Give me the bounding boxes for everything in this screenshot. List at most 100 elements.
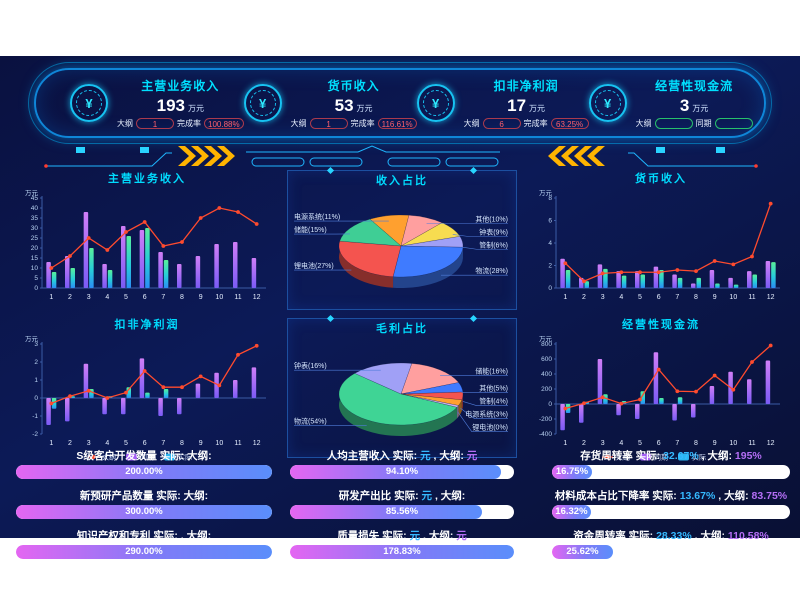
progress-item: 研发产出比 实际: 元 , 大纲: 85.56% <box>290 488 514 519</box>
kpi-rate-pill: 63.25% <box>550 118 589 129</box>
svg-text:4: 4 <box>105 440 109 447</box>
svg-text:5: 5 <box>638 294 642 301</box>
svg-text:40: 40 <box>31 205 39 212</box>
svg-text:9: 9 <box>199 440 203 447</box>
progress-fill <box>16 465 272 479</box>
svg-text:实际: 实际 <box>692 453 706 462</box>
progress-value: 300.00% <box>125 506 163 517</box>
progress-title: 人均主营收入 实际: 元 , 大纲: 元 <box>326 450 478 462</box>
kpi-target-pill: 1 <box>309 118 348 129</box>
column-middle-pies: 收入占比 电源系统(11%) 储能(15%) 锂电池(27%) 其他(10%) 钟表(9%… <box>287 166 517 466</box>
progress-title: 材料成本占比下降率 实际: 13.67% , 大纲: 83.75% <box>554 490 788 502</box>
progress-bar: 200.00% <box>16 465 272 479</box>
svg-text:2: 2 <box>34 359 38 366</box>
progress-bar: 94.10% <box>290 465 514 479</box>
kpi-target-pill: 6 <box>482 118 521 129</box>
chevrons-right-icon <box>178 146 235 166</box>
kpi-meta-label: 大纲 <box>635 119 652 128</box>
svg-text:0: 0 <box>548 401 552 408</box>
svg-text:5: 5 <box>124 440 128 447</box>
svg-text:2: 2 <box>68 440 72 447</box>
chart-main-income: 主营业务收入 万元 0 5 10 15 20 25 30 35 40 45 1 2 3 4 5 6 7 8 9 10 11 1… <box>14 172 280 318</box>
svg-text:8: 8 <box>180 294 184 301</box>
pie-label: 物流(28%) <box>475 266 508 275</box>
svg-text:3: 3 <box>87 440 91 447</box>
svg-text:8: 8 <box>694 440 698 447</box>
pie-label: 电源系统(3%) <box>465 410 508 419</box>
progress-value: 16.75% <box>555 466 589 477</box>
chevrons-left-icon <box>548 146 605 166</box>
pie-canvas-income-pie: 电源系统(11%) 储能(15%) 锂电池(27%) 其他(10%) 钟表(9%) 管制(… <box>294 212 508 288</box>
progress-fill <box>16 505 272 519</box>
pie-label: 管制(4%) <box>479 397 508 406</box>
svg-text:10: 10 <box>31 265 39 272</box>
progress-value: 178.83% <box>383 546 421 557</box>
svg-text:同期: 同期 <box>140 454 154 462</box>
progress-item: 资金周转率 实际: 28.33% , 大纲: 110.58% 25.62% <box>552 528 790 559</box>
progress-value: 25.62% <box>566 546 599 557</box>
panel-gross-pie: 毛利占比 钟表(16%) 物流(54%) 储能(16%) 其他(5%) 管制(4%) 电源系… <box>287 314 517 458</box>
kpi-period-pill <box>714 118 753 129</box>
svg-text:万元: 万元 <box>539 189 553 197</box>
svg-text:800: 800 <box>541 341 552 348</box>
kpi-title: 扣非净利润 <box>493 79 559 93</box>
line-series <box>563 201 773 284</box>
progress-fill <box>552 545 613 559</box>
svg-text:200: 200 <box>541 386 552 393</box>
kpi-meta-label: 完成率 <box>523 119 548 128</box>
pie-label: 锂电池(0%) <box>472 423 508 432</box>
chart-title: 主营业务收入 <box>108 173 186 185</box>
svg-text:2: 2 <box>582 294 586 301</box>
kpi-value: 3 万元 <box>679 96 709 115</box>
pie-label: 电源系统(11%) <box>294 212 340 221</box>
svg-text:6: 6 <box>657 440 661 447</box>
svg-text:7: 7 <box>161 294 165 301</box>
kpi-value: 53 万元 <box>334 96 373 115</box>
svg-text:11: 11 <box>748 440 755 447</box>
svg-text:6: 6 <box>657 294 661 301</box>
svg-text:大纲: 大纲 <box>102 453 116 462</box>
svg-text:1: 1 <box>563 294 567 301</box>
dashboard: ¥ 主营业务收入 193 万元 大纲 1 完成率 100.88% ¥ <box>0 56 800 559</box>
svg-text:9: 9 <box>713 440 717 447</box>
svg-text:-200: -200 <box>539 416 552 423</box>
progress-item: 存货周转率 实际: 32.67% , 大纲: 195% 16.75% <box>552 448 790 479</box>
chart-legend: 大纲 同期 实际 <box>602 453 706 462</box>
chart-title: 扣非净利润 <box>114 319 180 331</box>
kpi-meta-label: 大纲 <box>290 119 307 128</box>
svg-text:6: 6 <box>143 294 147 301</box>
column-right-charts: 货币收入 万元 0 2 4 6 8 1 2 3 4 5 6 7 8 9 10 11 12 经营性现金流 万元 -400 -2… <box>528 172 794 464</box>
chart-currency-income: 货币收入 万元 0 2 4 6 8 1 2 3 4 5 6 7 8 9 10 11 12 <box>528 172 794 318</box>
kpi-header: ¥ 主营业务收入 193 万元 大纲 1 完成率 100.88% ¥ <box>28 62 772 144</box>
svg-text:30: 30 <box>31 225 39 232</box>
chart-legend: 大纲 同期 实际 <box>88 453 192 462</box>
kpi-card-net-profit: ¥ 扣非净利润 17 万元 大纲 6 完成率 63.25% <box>416 77 589 129</box>
progress-bar: 25.62% <box>552 545 790 559</box>
kpi-target-pill <box>654 118 693 129</box>
progress-bar: 85.56% <box>290 505 514 519</box>
kpi-card-currency-income: ¥ 货币收入 53 万元 大纲 1 完成率 116.61% <box>243 77 417 129</box>
kpi-meta-label: 同期 <box>695 119 712 128</box>
pie-label: 锂电池(27%) <box>294 261 334 270</box>
progress-item: 质量损失 实际: 元 , 大纲: 元 178.83% <box>290 528 514 559</box>
kpi-meta-label: 完成率 <box>177 119 201 128</box>
svg-text:3: 3 <box>34 341 38 348</box>
svg-text:12: 12 <box>253 294 261 301</box>
svg-text:3: 3 <box>601 440 605 447</box>
svg-text:8: 8 <box>694 294 698 301</box>
svg-text:实际: 实际 <box>178 453 192 462</box>
pie-label: 钟表(9%) <box>479 227 508 236</box>
yen-icon: ¥ <box>243 84 282 122</box>
svg-text:11: 11 <box>748 294 755 301</box>
progress-bar: 16.32% <box>552 505 790 519</box>
progress-item: S级客户开发数量 实际: 大纲: 200.00% <box>16 448 272 479</box>
svg-text:12: 12 <box>253 440 261 447</box>
pie-canvas-gross-pie: 钟表(16%) 物流(54%) 储能(16%) 其他(5%) 管制(4%) 电源系统(3%… <box>294 361 508 436</box>
progress-bar: 300.00% <box>16 505 272 519</box>
svg-text:-2: -2 <box>32 431 38 438</box>
progress-value: 290.00% <box>125 546 163 557</box>
progress-fill <box>290 505 482 519</box>
svg-text:4: 4 <box>619 294 623 301</box>
